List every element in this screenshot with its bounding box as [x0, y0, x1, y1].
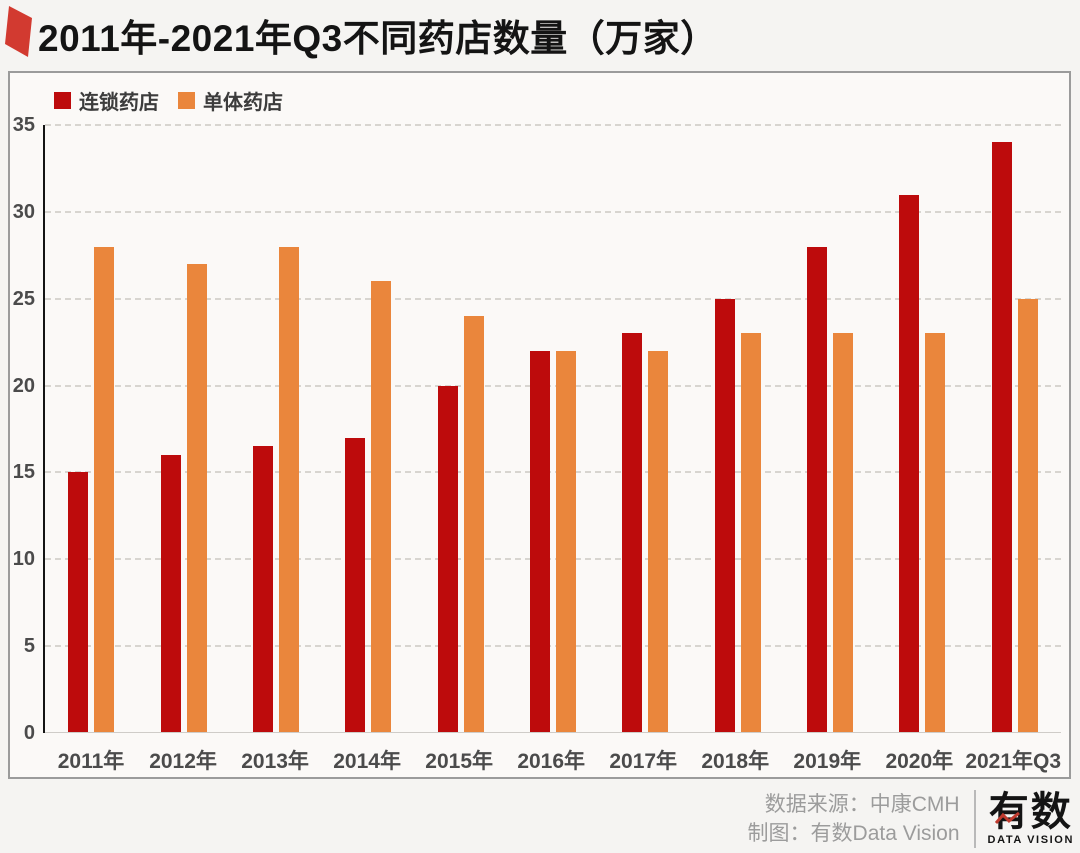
x-axis-label: 2016年 — [517, 750, 586, 773]
x-axis-label: 2020年 — [885, 750, 954, 773]
brand-logo: 有数 DATA VISION — [988, 792, 1074, 846]
bar-单体药店 — [555, 350, 576, 733]
x-axis-label: 2021年Q3 — [965, 750, 1062, 773]
y-axis-tick-label: 35 — [12, 114, 35, 136]
gridline — [45, 384, 1061, 387]
bar-单体药店 — [186, 263, 207, 733]
bar-连锁药店 — [807, 246, 828, 733]
bar-连锁药店 — [529, 350, 550, 733]
credit-text: 制图：有数Data Vision — [747, 821, 960, 845]
legend-label-single: 单体药店 — [203, 92, 283, 114]
bar-单体药店 — [463, 316, 484, 733]
logo-zigzag-icon — [994, 811, 1020, 824]
bar-group — [230, 125, 322, 733]
y-axis-tick-label: 30 — [12, 200, 35, 223]
bar-group — [322, 125, 414, 733]
x-axis-label: 2014年 — [333, 750, 401, 773]
plot-area: 0 5 10 15 20 25 30 35 — [13, 115, 1061, 743]
x-axis-baseline — [45, 732, 1061, 733]
bar-group — [692, 125, 784, 733]
gridline — [45, 210, 1061, 213]
x-axis-label: 2013年 — [241, 750, 309, 773]
chart-box: 连锁药店 单体药店 0 5 10 15 20 25 30 35 2011年 2012年 2013年… — [8, 71, 1071, 779]
footer: 数据来源：中康CMH 制图：有数Data Vision 有数 DATA VISI… — [0, 784, 1080, 853]
gridline — [45, 645, 1061, 648]
bars — [45, 125, 1061, 733]
y-axis-tick-label: 25 — [12, 287, 35, 310]
legend-item-chain: 连锁药店 — [54, 86, 159, 115]
bar-连锁药店 — [68, 472, 89, 733]
x-axis-label: 2017年 — [609, 750, 678, 773]
title-mark-icon — [5, 6, 32, 57]
bar-单体药店 — [94, 246, 115, 733]
legend-item-single: 单体药店 — [178, 86, 283, 115]
legend-label-chain: 连锁药店 — [79, 92, 159, 114]
y-axis-tick-label: 5 — [23, 635, 35, 658]
y-axis-tick-label: 10 — [12, 548, 35, 571]
footer-divider — [973, 789, 976, 848]
bar-group — [784, 125, 876, 733]
gridline — [45, 124, 1061, 126]
bar-单体药店 — [740, 333, 761, 733]
legend-swatch-chain-icon — [54, 92, 71, 109]
bar-连锁药店 — [160, 455, 181, 733]
bar-group — [45, 125, 137, 733]
bar-group — [414, 125, 506, 733]
bar-group — [137, 125, 229, 733]
bar-单体药店 — [278, 246, 299, 733]
bar-连锁药店 — [437, 385, 458, 733]
bar-单体药店 — [925, 333, 946, 733]
x-axis-label: 2012年 — [149, 750, 217, 773]
y-axis-tick-label: 0 — [23, 722, 35, 744]
bar-单体药店 — [648, 350, 669, 733]
bar-连锁药店 — [622, 333, 643, 733]
bar-单体药店 — [371, 281, 392, 733]
legend: 连锁药店 单体药店 — [54, 86, 283, 115]
bar-连锁药店 — [345, 437, 366, 733]
bar-group — [599, 125, 691, 733]
bar-group — [969, 125, 1061, 733]
page-title: 2011年-2021年Q3不同药店数量（万家） — [38, 18, 718, 59]
gridline — [45, 297, 1061, 300]
bar-group — [507, 125, 599, 733]
bar-单体药店 — [1017, 298, 1038, 733]
gridline — [45, 558, 1061, 561]
header: 2011年-2021年Q3不同药店数量（万家） — [0, 0, 1080, 70]
y-axis-line — [43, 125, 45, 733]
gridline — [45, 471, 1061, 474]
bar-连锁药店 — [714, 298, 735, 733]
x-axis-label: 2011年 — [57, 750, 125, 773]
bar-连锁药店 — [899, 194, 920, 733]
x-axis-labels: 2011年 2012年 2013年 2014年 2015年 2016年 2017年 2018年… — [45, 745, 1061, 775]
x-axis-label: 2019年 — [793, 750, 862, 773]
brand-logo-text: 有数 — [988, 789, 1073, 834]
y-axis-tick-label: 20 — [12, 374, 35, 397]
bar-连锁药店 — [252, 446, 273, 733]
legend-swatch-single-icon — [178, 92, 195, 109]
bar-单体药店 — [833, 333, 854, 733]
data-source-text: 数据来源：中康CMH — [764, 792, 960, 816]
bar-连锁药店 — [991, 142, 1012, 733]
bar-group — [876, 125, 968, 733]
x-axis-label: 2015年 — [425, 750, 493, 773]
credits: 数据来源：中康CMH 制图：有数Data Vision — [748, 790, 960, 848]
y-axis-tick-label: 15 — [12, 461, 35, 484]
brand-logo-subtext: DATA VISION — [987, 833, 1074, 846]
x-axis-label: 2018年 — [701, 750, 770, 773]
